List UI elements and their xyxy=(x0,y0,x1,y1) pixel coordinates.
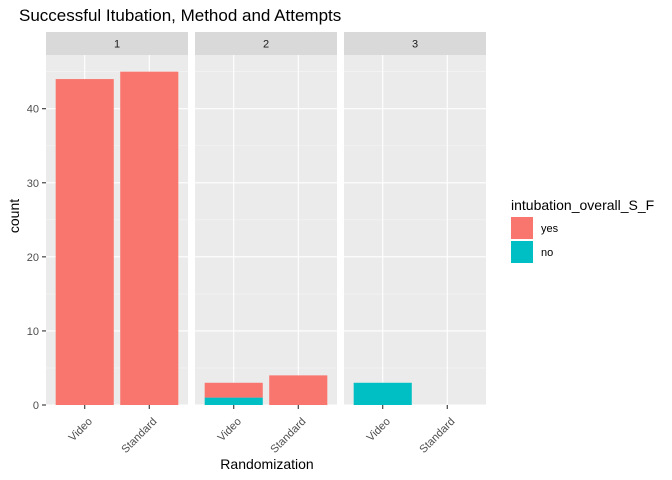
bar-no-facet-3-video xyxy=(353,382,412,405)
y-tick-label: 20 xyxy=(27,252,39,264)
x-tick-label: Video xyxy=(216,416,244,444)
bar-no-facet-2-video xyxy=(204,397,263,405)
bar-yes-facet-1-standard xyxy=(120,71,179,406)
facet-panel-1: 1 Video Standard xyxy=(46,32,188,456)
bar-yes-facet-2-video xyxy=(204,382,263,398)
legend-label: no xyxy=(541,247,553,259)
x-tick-label: Standard xyxy=(417,416,457,456)
x-tick-label: Standard xyxy=(268,416,308,456)
facet-strip-label: 1 xyxy=(114,39,120,51)
legend: intubation_overall_S_F yes no xyxy=(511,197,654,263)
y-axis: 0 10 20 30 40 xyxy=(27,104,46,412)
x-axis-title: Randomization xyxy=(220,456,313,472)
legend-item-no: no xyxy=(511,241,553,263)
y-tick-label: 30 xyxy=(27,178,39,190)
facet-strip xyxy=(344,32,486,55)
panel-background xyxy=(195,55,337,405)
facet-panels: 1 Video Standard 2 Video Standard 3 Video Standa… xyxy=(46,32,486,456)
chart-title: Successful Itubation, Method and Attempt… xyxy=(19,6,341,25)
y-axis-title: count xyxy=(6,199,22,233)
x-tick-label: Video xyxy=(67,416,95,444)
legend-item-yes: yes xyxy=(511,217,559,239)
legend-key-swatch xyxy=(511,241,533,263)
x-tick-label: Standard xyxy=(119,416,159,456)
legend-key-swatch xyxy=(511,217,533,239)
facet-strip-label: 2 xyxy=(263,39,269,51)
y-tick-label: 0 xyxy=(33,400,39,412)
facet-strip xyxy=(195,32,337,55)
facet-panel-2: 2 Video Standard xyxy=(195,32,337,456)
bar-yes-facet-2-standard xyxy=(269,375,328,405)
x-tick-label: Video xyxy=(365,416,393,444)
panel-background xyxy=(344,55,486,405)
facet-strip-label: 3 xyxy=(412,39,418,51)
facet-strip xyxy=(46,32,188,55)
legend-label: yes xyxy=(541,223,559,235)
facet-panel-3: 3 Video Standard xyxy=(344,32,486,456)
y-tick-label: 40 xyxy=(27,104,39,116)
y-tick-label: 10 xyxy=(27,326,39,338)
bar-yes-facet-1-video xyxy=(55,79,114,406)
legend-title: intubation_overall_S_F xyxy=(511,197,654,213)
